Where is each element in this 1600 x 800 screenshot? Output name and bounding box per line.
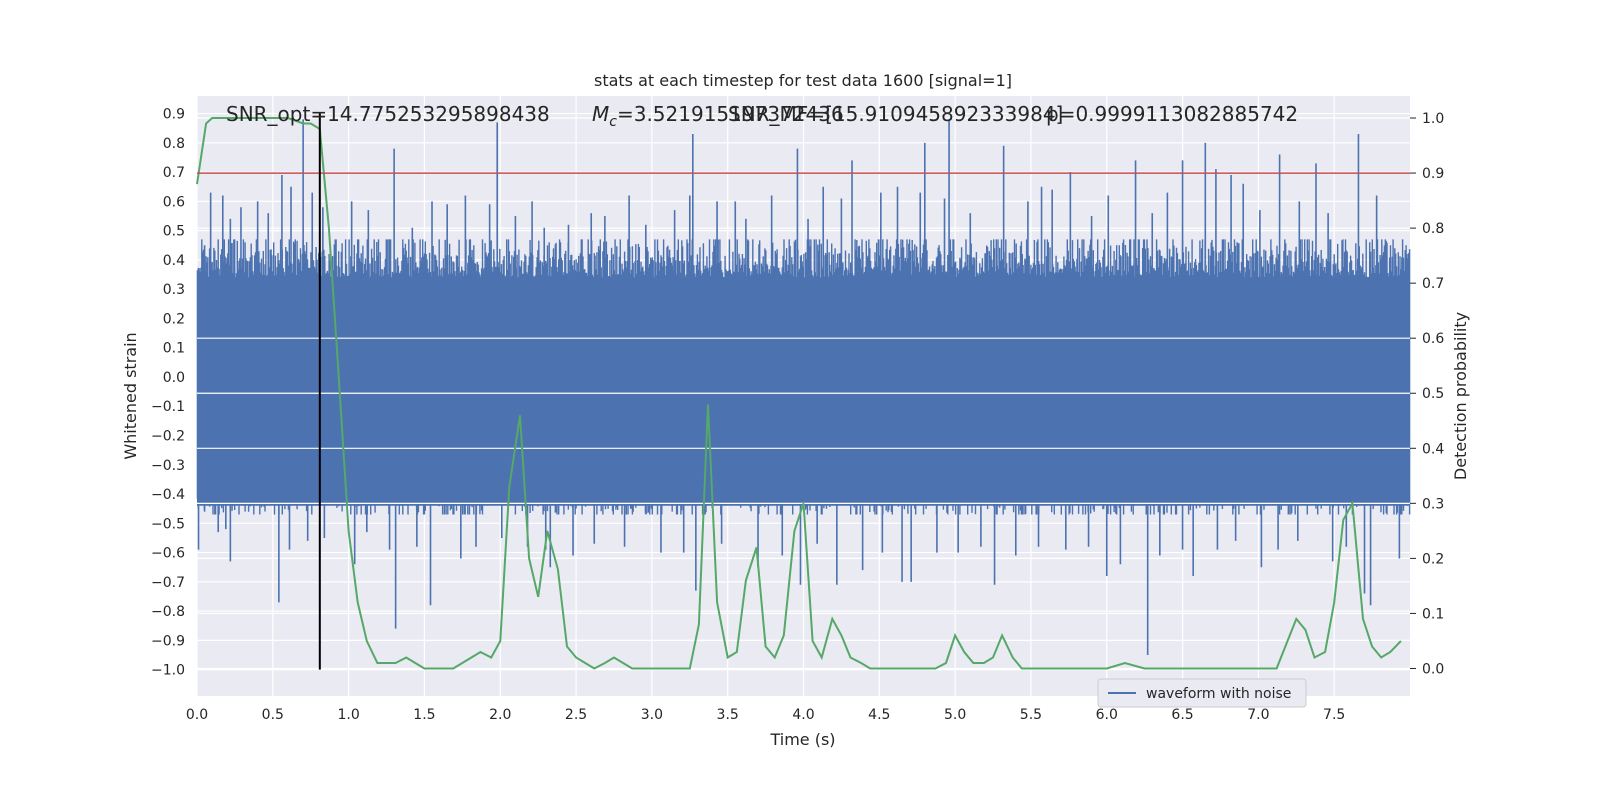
left-y-tick-label: −0.3	[151, 458, 185, 474]
legend: waveform with noise	[1097, 678, 1307, 708]
x-tick-label: 7.0	[1247, 707, 1269, 723]
left-y-tick-label: −1.0	[151, 663, 185, 679]
x-tick-label: 6.5	[1171, 707, 1193, 723]
left-y-tick-label: 0.6	[163, 194, 185, 210]
x-tick-label: 1.5	[413, 707, 435, 723]
right-y-tick-label: 0.8	[1422, 221, 1444, 237]
left-y-tick-labels: 0.9 0.8 0.7 0.6 0.5 0.4 0.3 0.2 0.1 0.0 −0.1 −0.2 −0…	[151, 107, 185, 679]
x-tick-label: 5.5	[1020, 707, 1042, 723]
left-y-tick-label: −0.2	[151, 429, 185, 445]
left-y-tick-label: −0.8	[151, 604, 185, 620]
left-y-tick-label: −0.1	[151, 399, 185, 415]
right-y-tick-label: 0.6	[1422, 331, 1444, 347]
right-y-tick-label: 0.3	[1422, 496, 1444, 512]
right-y-tick-label: 0.9	[1422, 166, 1444, 182]
left-y-tick-label: −0.7	[151, 575, 185, 591]
left-y-tick-label: 0.1	[163, 341, 185, 357]
left-y-tick-label: 0.3	[163, 282, 185, 298]
x-tick-label: 4.0	[792, 707, 814, 723]
x-tick-label: 2.0	[489, 707, 511, 723]
x-tick-label: 2.5	[565, 707, 587, 723]
snr-opt-annotation: SNR_opt=14.775253295898438	[226, 102, 550, 126]
legend-box	[1097, 678, 1307, 708]
chirp-mass-annotation: Mc=3.521915197372436	[592, 102, 844, 130]
p-value-annotation: p=0.9999113082885742	[1046, 102, 1298, 126]
left-y-tick-label: 0.7	[163, 165, 185, 181]
left-y-tick-label: −0.5	[151, 516, 185, 532]
right-y-tick-label: 0.0	[1422, 661, 1444, 677]
right-y-axis-label: Detection probability	[1451, 312, 1470, 480]
chirp-mass-symbol: M	[592, 102, 609, 126]
x-axis-label: Time (s)	[769, 730, 835, 749]
chart-title: stats at each timestep for test data 160…	[594, 71, 1012, 90]
left-y-tick-label: −0.9	[151, 633, 185, 649]
left-y-tick-label: 0.9	[163, 107, 185, 123]
chart-overlays	[197, 113, 1410, 670]
left-y-tick-label: 0.2	[163, 311, 185, 327]
x-tick-label: 6.0	[1096, 707, 1118, 723]
x-tick-label: 0.0	[186, 707, 208, 723]
x-tick-label: 3.0	[641, 707, 663, 723]
x-tick-label: 0.5	[262, 707, 284, 723]
series-waveform-with-noise	[196, 119, 1411, 656]
right-y-tick-label: 1.0	[1422, 111, 1444, 127]
chirp-mass-subscript: c	[609, 114, 617, 130]
x-tick-label: 4.5	[868, 707, 890, 723]
x-tick-label: 5.0	[944, 707, 966, 723]
series-detection-probability	[196, 117, 1402, 670]
snr-mf-annotation: SNR_MF=[15.910945892333984]	[728, 102, 1063, 126]
left-y-tick-label: 0.4	[163, 253, 185, 269]
chirp-mass-value: =3.521915197372436	[617, 102, 844, 126]
left-y-tick-label: −0.6	[151, 546, 185, 562]
left-y-tick-label: 0.5	[163, 224, 185, 240]
legend-label-waveform: waveform with noise	[1146, 686, 1291, 702]
right-y-tick-label: 0.5	[1422, 386, 1444, 402]
right-y-tick-label: 0.2	[1422, 551, 1444, 567]
waveform-core	[197, 283, 1410, 506]
x-tick-label: 1.0	[337, 707, 359, 723]
right-y-tick-labels: 1.0 0.9 0.8 0.7 0.6 0.5 0.4 0.3 0.2 0.1 0.0	[1410, 111, 1444, 677]
left-y-tick-label: 0.8	[163, 136, 185, 152]
right-y-tick-label: 0.1	[1422, 606, 1444, 622]
right-y-tick-label: 0.4	[1422, 441, 1444, 457]
x-tick-label: 3.5	[717, 707, 739, 723]
right-y-tick-label: 0.7	[1422, 276, 1444, 292]
left-y-tick-label: −0.4	[151, 487, 185, 503]
x-tick-labels: 0.0 0.5 1.0 1.5 2.0 2.5 3.0 3.5 4.0 4.5 5.0 5.5 6.0 6…	[186, 707, 1345, 723]
left-y-axis-label: Whitened strain	[121, 332, 140, 459]
left-y-tick-label: 0.0	[163, 370, 185, 386]
x-tick-label: 7.5	[1323, 707, 1345, 723]
detection-probability-line	[196, 117, 1402, 670]
